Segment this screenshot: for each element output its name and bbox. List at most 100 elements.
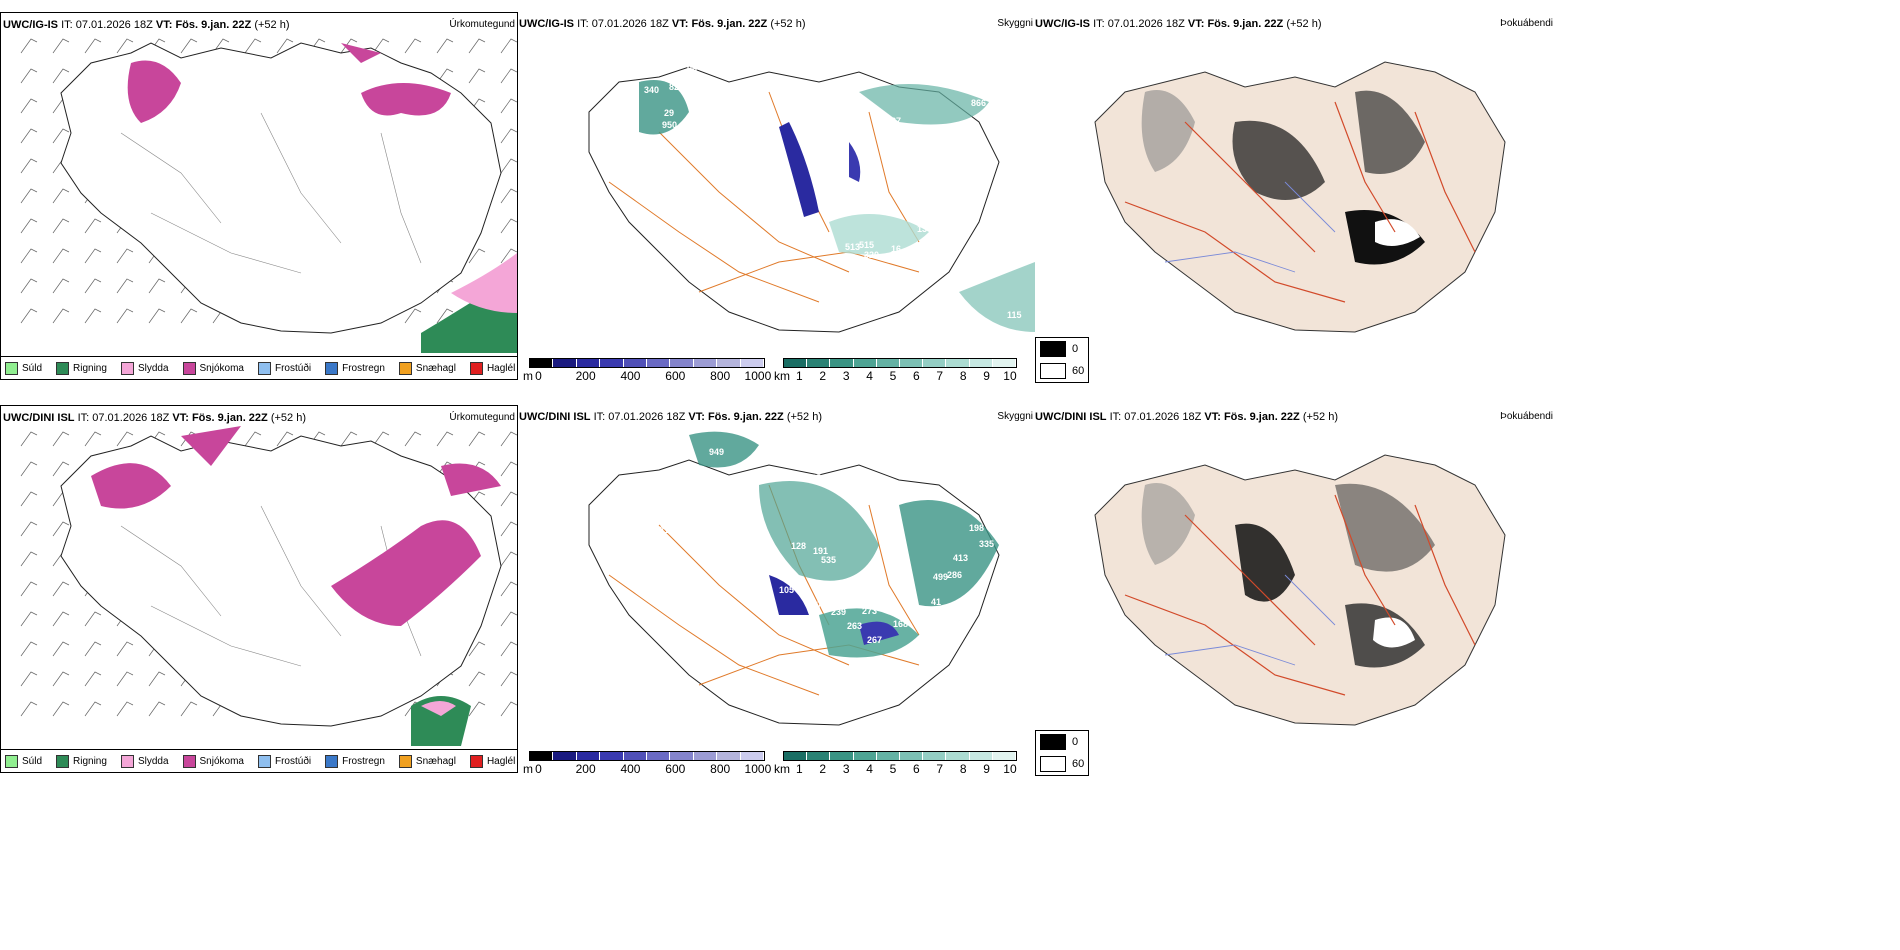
precip-header: UWC/IG-IS IT: 07.01.2026 18Z VT: Fös. 9.… (3, 19, 515, 31)
map-label: 41 (931, 597, 941, 607)
panel-title: Þokuábendi (1500, 411, 1553, 422)
map-label: 150 (625, 505, 640, 515)
panel-title: Skyggni (997, 18, 1033, 29)
legend-item: Haglél (469, 361, 515, 375)
visibility-tick: 7 (936, 762, 944, 776)
ceiling-unit: m (523, 762, 533, 776)
cloud-header: UWC/DINI ISL IT: 07.01.2026 18Z VT: Fös.… (519, 411, 1033, 423)
ceiling-tick: 1000 (744, 762, 772, 776)
cloud-map: 949 94 33 50 46 150 215 45 382 239 87 12… (588, 431, 1021, 726)
fog-key: 0 60 (1035, 337, 1090, 383)
fog-key-label: 0 (1072, 736, 1079, 748)
map-label: 13 (917, 224, 927, 234)
visibility-tick: 3 (842, 762, 850, 776)
visibility-tick: 7 (936, 369, 944, 383)
legend-item: Snjókoma (182, 754, 244, 768)
visibility-colorbar: km 1 2 3 4 5 6 7 8 9 10 (774, 751, 1017, 776)
map-label: 198 (969, 523, 984, 533)
row2-fog-panel: UWC/DINI ISL IT: 07.01.2026 18Z VT: Fös.… (1035, 405, 1555, 776)
ceiling-colorbar: m 0 200 400 600 800 1000 (523, 751, 771, 776)
ceiling-tick: 200 (575, 762, 596, 776)
map-label: 382 (839, 473, 854, 483)
map-label: 87 (1011, 477, 1021, 487)
map-label: 513 (845, 242, 860, 252)
ceiling-tick: 400 (620, 369, 641, 383)
map-label: 16 (891, 244, 901, 254)
map-label: 827 (669, 82, 684, 92)
visibility-tick: 3 (842, 369, 850, 383)
fog-key-label: 0 (1072, 343, 1079, 355)
model-name: UWC/IG-IS (3, 19, 58, 31)
map-label: 273 (862, 606, 877, 616)
legend-item: Snæhagl (398, 754, 456, 768)
map-label: 45 (811, 473, 821, 483)
map-label: 340 (644, 85, 659, 95)
map-label: 239 (889, 495, 904, 505)
map-label: 286 (947, 570, 962, 580)
legend-item: Slydda (120, 754, 169, 768)
visibility-unit: km (774, 762, 790, 776)
legend-item: Rigning (56, 361, 107, 375)
ceiling-tick: 200 (575, 369, 596, 383)
ceiling-tick: 600 (665, 369, 686, 383)
panel-title: Þokuábendi (1500, 18, 1553, 29)
fog-key: 0 60 (1035, 730, 1090, 776)
visibility-tick: 6 (913, 762, 920, 776)
legend-item: Snjókoma (182, 361, 244, 375)
visibility-tick: 6 (913, 369, 920, 383)
model-name: UWC/DINI ISL (1035, 411, 1107, 423)
panel-title: Skyggni (997, 411, 1033, 422)
ceiling-tick: 800 (710, 369, 731, 383)
map-label: 115 (1007, 310, 1022, 320)
visibility-tick: 9 (983, 762, 990, 776)
visibility-tick: 2 (819, 762, 827, 776)
fog-key-label: 60 (1072, 758, 1085, 770)
map-label: 46 (617, 499, 627, 509)
precip-legend: Súld Rigning Slydda Snjókoma Frostúði Fr… (1, 356, 517, 379)
legend-item: Haglél (469, 754, 515, 768)
map-label: 950 (662, 120, 677, 130)
fog-header: UWC/DINI ISL IT: 07.01.2026 18Z VT: Fös.… (1035, 411, 1553, 423)
map-label: 79 (869, 48, 879, 58)
visibility-tick: 8 (959, 762, 967, 776)
ceiling-tick: 600 (665, 762, 686, 776)
map-label: 72 (817, 600, 827, 610)
visibility-tick: 4 (866, 762, 873, 776)
map-label: 96 (687, 64, 697, 74)
map-label: 335 (979, 539, 994, 549)
visibility-tick: 8 (959, 369, 967, 383)
model-name: UWC/IG-IS (1035, 18, 1090, 30)
map-label: 50 (724, 493, 734, 503)
row2-cloud-panel: UWC/DINI ISL IT: 07.01.2026 18Z VT: Fös.… (519, 405, 1035, 776)
ceiling-unit: m (523, 369, 533, 383)
legend-item: Slydda (120, 361, 169, 375)
visibility-tick: 5 (889, 369, 897, 383)
panel-title: Úrkomutegund (449, 19, 515, 30)
visibility-tick: 10 (1003, 369, 1017, 383)
map-label: 239 (831, 607, 846, 617)
map-label: 515 (859, 240, 874, 250)
fog-key-label: 60 (1072, 365, 1085, 377)
legend-item: Frostregn (325, 754, 385, 768)
model-name: UWC/DINI ISL (519, 411, 591, 423)
visibility-tick: 1 (796, 762, 803, 776)
legend-item: Súld (5, 361, 42, 375)
map-label: 413 (953, 553, 968, 563)
ceiling-tick: 0 (535, 369, 542, 383)
map-label: 949 (709, 447, 724, 457)
map-label: 94 (904, 588, 914, 598)
visibility-tick: 10 (1003, 762, 1017, 776)
visibility-colorbar: km 1 2 3 4 5 6 7 8 9 10 (774, 358, 1017, 383)
legend-item: Rigning (56, 754, 107, 768)
fog-header: UWC/IG-IS IT: 07.01.2026 18Z VT: Fös. 9.… (1035, 18, 1553, 30)
precip-header: UWC/DINI ISL IT: 07.01.2026 18Z VT: Fös.… (3, 412, 515, 424)
map-label: 35 (835, 102, 845, 112)
cloud-labels: 949 94 33 50 46 150 215 45 382 239 87 12… (617, 447, 1021, 725)
map-label: 263 (847, 621, 862, 631)
legend-item: Frostúði (257, 361, 311, 375)
panel-title: Úrkomutegund (449, 412, 515, 423)
map-label: 128 (791, 541, 806, 551)
row1-precip-panel: UWC/IG-IS IT: 07.01.2026 18Z VT: Fös. 9.… (0, 12, 519, 382)
precip-map (20, 38, 517, 353)
visibility-tick: 2 (819, 369, 827, 383)
